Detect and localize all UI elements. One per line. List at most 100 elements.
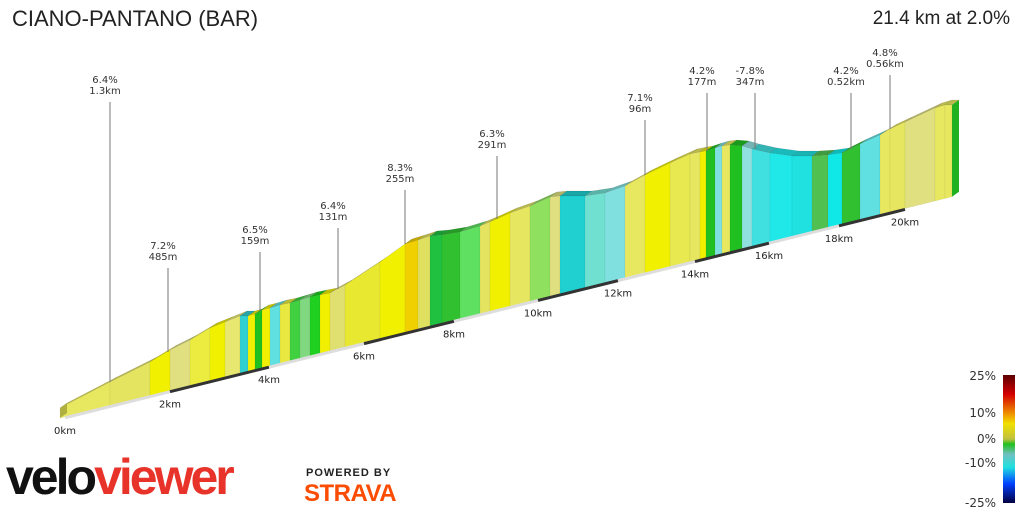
annotation-grade: 6.5% (242, 225, 267, 236)
profile-segment (549, 195, 561, 297)
veloviewer-logo[interactable]: veloviewer (6, 449, 235, 505)
profile-segment (741, 145, 753, 250)
profile-segment (729, 144, 743, 253)
profile-segment (189, 327, 211, 387)
profile-segment (269, 304, 281, 367)
profile-segment (149, 349, 171, 396)
profile-segment (479, 221, 491, 315)
annotation-length: 485m (149, 252, 178, 263)
profile-segment (751, 148, 771, 247)
x-tick-label: 10km (524, 308, 552, 319)
annotation-grade: 7.1% (627, 93, 652, 104)
legend-tick: 25% (969, 369, 996, 383)
profile-segment (827, 152, 843, 228)
profile-segment (224, 315, 241, 378)
annotation-grade: 6.4% (320, 201, 345, 212)
profile-segment (254, 309, 263, 370)
x-tick-label: 0km (54, 426, 76, 437)
annotation-grade: 8.3% (387, 163, 412, 174)
profile-segment (417, 235, 431, 330)
profile-segment (879, 128, 891, 215)
profile-segment (769, 152, 793, 243)
profile-segment (299, 296, 311, 359)
profile-segment (247, 313, 256, 372)
annotation-length: 255m (386, 174, 415, 185)
profile-segment (441, 231, 461, 324)
grade-legend-bar (1003, 375, 1015, 503)
x-tick-label: 20km (891, 217, 919, 228)
profile-segment (459, 225, 481, 320)
km-band (363, 319, 455, 346)
profile-segment (689, 151, 701, 263)
x-tick-label: 14km (681, 270, 709, 281)
x-tick-label: 2km (159, 400, 181, 411)
profile-segment (811, 154, 829, 232)
profile-segment (934, 104, 946, 202)
profile-segment (841, 143, 861, 225)
profile-segment (705, 147, 716, 259)
km-band (694, 241, 770, 263)
annotation-length: 0.56km (866, 59, 904, 70)
legend-tick: 0% (977, 432, 996, 446)
km-band (64, 390, 171, 420)
annotation-length: 0.52km (827, 77, 865, 88)
km-band (268, 342, 365, 369)
profile-segment (344, 261, 381, 348)
profile-segment (379, 243, 406, 339)
profile-segment (604, 185, 626, 284)
profile-segment (319, 292, 331, 354)
km-band (537, 279, 619, 302)
profile-segment (699, 150, 707, 260)
profile-segment (489, 212, 511, 312)
annotation-grade: 6.3% (479, 129, 504, 140)
profile-segment (859, 134, 881, 220)
annotation-length: 159m (241, 236, 270, 247)
annotation-grade: -7.8% (735, 66, 764, 77)
profile-segment (529, 196, 551, 302)
profile-segment (404, 239, 419, 333)
legend-tick: 10% (969, 406, 996, 420)
profile-segment (289, 299, 301, 362)
annotation-grade: 7.2% (150, 241, 175, 252)
km-band (838, 207, 906, 228)
profile-end-face (952, 100, 959, 197)
profile-segment (791, 155, 813, 237)
x-tick-label: 18km (825, 234, 853, 245)
annotation-grade: 4.2% (833, 66, 858, 77)
chart-title: CIANO-PANTANO (BAR) (12, 6, 259, 31)
profile-segment (429, 234, 443, 327)
logo-part: velo (6, 449, 97, 505)
profile-segment (624, 174, 646, 279)
profile-segment (261, 307, 271, 369)
profile-segment (669, 153, 691, 268)
profile-segment (644, 162, 671, 274)
strava-logo[interactable]: STRAVA (304, 480, 397, 507)
annotation-length: 177m (688, 77, 717, 88)
legend-tick: -10% (965, 456, 996, 470)
profile-segment (944, 104, 953, 199)
profile-segment (904, 107, 936, 209)
annotation-length: 1.3km (89, 86, 120, 97)
profile-start-face (60, 403, 67, 418)
km-band (768, 224, 840, 245)
profile-segment (559, 195, 586, 295)
x-tick-label: 16km (755, 251, 783, 262)
x-tick-label: 12km (604, 289, 632, 300)
profile-segment (239, 315, 249, 374)
km-band (617, 260, 696, 283)
x-tick-label: 6km (353, 352, 375, 363)
annotation-length: 96m (629, 104, 651, 115)
annotation-grade: 6.4% (92, 75, 117, 86)
annotation-length: 347m (736, 77, 765, 88)
annotation-grade: 4.2% (689, 66, 714, 77)
legend-tick: -25% (965, 496, 996, 510)
profile-segment (509, 205, 531, 307)
profile-segment (721, 144, 731, 255)
x-tick-label: 8km (443, 329, 465, 340)
powered-by-label: POWERED BY (306, 467, 392, 479)
profile-segment (584, 192, 606, 289)
annotation-length: 291m (478, 140, 507, 151)
route-summary: 21.4 km at 2.0% (872, 8, 1010, 29)
annotation-length: 131m (319, 212, 348, 223)
logo-part: viewer (94, 449, 235, 505)
